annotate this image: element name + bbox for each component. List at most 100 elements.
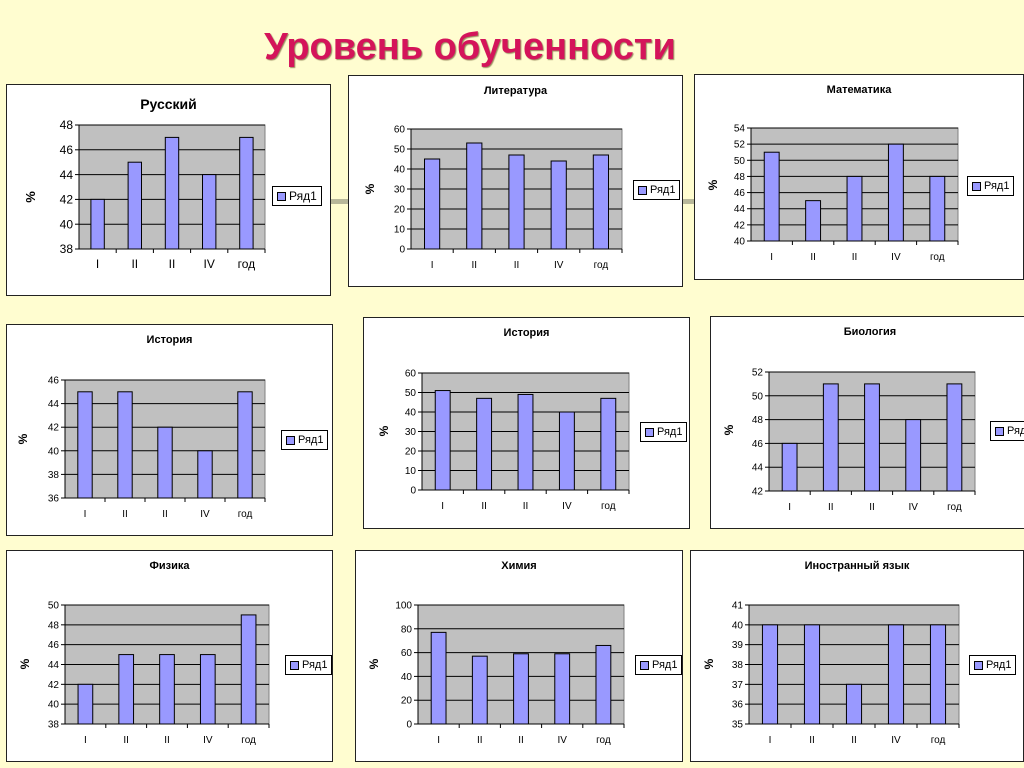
chart-panel-foreign: Иностранный язык 35 36 37 38 39 40 41 I II II IV год… [690, 550, 1024, 762]
y-tick-label: 30 [394, 185, 406, 196]
bar-5 [929, 175, 946, 242]
bar-2 [476, 397, 493, 491]
y-tick-label: 60 [394, 125, 406, 136]
x-tick-label: II [477, 735, 483, 746]
x-tick-label: II [481, 501, 487, 512]
y-axis-label: % [367, 658, 381, 669]
slide-title: Уровень обученности [264, 26, 676, 68]
legend: Ряд1 [969, 655, 1017, 675]
x-tick-label: I [84, 735, 87, 746]
bar-1 [763, 151, 780, 242]
chart-title: История [146, 334, 193, 346]
bar-3 [846, 175, 863, 242]
x-tick-label: I [96, 257, 99, 271]
x-tick-label: год [947, 502, 962, 513]
bar-3 [164, 136, 180, 250]
y-tick-label: 54 [734, 124, 746, 135]
bar-1 [430, 631, 447, 725]
y-tick-label: 40 [401, 672, 413, 683]
y-tick-label: 52 [752, 368, 764, 379]
x-tick-label: II [810, 252, 816, 263]
x-tick-label: IV [562, 501, 572, 512]
bar-2 [118, 654, 135, 725]
x-tick-label: I [770, 252, 773, 263]
y-tick-label: 80 [401, 624, 413, 635]
y-tick-label: 50 [752, 391, 764, 402]
y-tick-label: 48 [752, 415, 764, 426]
y-tick-label: 44 [60, 168, 74, 182]
bar-1 [90, 198, 105, 250]
legend: Ряд1 [272, 186, 322, 206]
x-tick-label: II [162, 509, 168, 520]
y-tick-label: 38 [732, 660, 744, 671]
legend-label: Ряд1 [652, 659, 678, 671]
chart-title: Химия [501, 560, 537, 572]
legend-swatch [277, 192, 286, 202]
chart-panel-history2: История 0 10 20 30 40 50 60 I II II IV год% Ряд1 [363, 317, 690, 529]
y-tick-label: 40 [405, 408, 417, 419]
x-tick-label: IV [204, 257, 215, 271]
y-tick-label: 50 [734, 156, 746, 167]
bar-1 [77, 391, 93, 499]
x-tick-label: II [828, 502, 834, 513]
y-tick-label: 46 [752, 439, 764, 450]
legend-swatch [972, 181, 981, 191]
legend-label: Ряд1 [984, 180, 1010, 192]
legend-label: Ряд1 [1007, 425, 1024, 437]
x-tick-label: I [769, 735, 772, 746]
bar-2 [805, 200, 822, 242]
legend: Ряд1 [633, 180, 681, 200]
bar-2 [803, 624, 821, 725]
legend-swatch [995, 426, 1004, 436]
legend-label: Ряд1 [298, 434, 324, 446]
x-tick-label: год [238, 257, 256, 271]
y-axis-label: % [363, 183, 377, 194]
y-axis-label: % [377, 425, 391, 436]
legend-swatch [638, 185, 647, 195]
x-tick-label: год [596, 735, 611, 746]
chart-panel-history1: История 36 38 40 42 44 46 I II II IV год% Ряд1 [6, 324, 333, 536]
x-tick-label: II [523, 501, 529, 512]
y-tick-label: 44 [752, 463, 764, 474]
legend-label: Ряд1 [302, 659, 328, 671]
y-tick-label: 42 [48, 423, 60, 434]
bar-5 [592, 154, 609, 250]
bar-4 [887, 624, 905, 725]
chart-panel-math: Математика 40 42 44 46 48 50 52 54 I II II IV год% Ряд… [694, 74, 1024, 280]
bar-3 [517, 393, 534, 491]
bar-1 [424, 158, 441, 250]
bar-1 [77, 683, 94, 725]
y-tick-label: 48 [60, 118, 74, 132]
x-tick-label: IV [557, 735, 567, 746]
x-tick-label: I [437, 735, 440, 746]
legend-label: Ряд1 [986, 659, 1012, 671]
x-tick-label: II [472, 260, 478, 271]
bar-4 [199, 654, 216, 725]
y-tick-label: 0 [399, 245, 405, 256]
bar-4 [202, 174, 217, 250]
x-tick-label: I [441, 501, 444, 512]
bar-5 [946, 383, 963, 492]
y-tick-label: 40 [60, 217, 74, 231]
bar-5 [237, 391, 253, 499]
x-tick-label: год [601, 501, 616, 512]
legend-swatch [286, 435, 295, 445]
y-tick-label: 42 [60, 193, 74, 207]
y-axis-label: % [23, 191, 38, 203]
legend-swatch [640, 660, 649, 670]
y-tick-label: 41 [732, 601, 744, 612]
y-axis-label: % [722, 424, 736, 435]
y-tick-label: 46 [48, 640, 60, 651]
bar-2 [117, 391, 133, 499]
y-tick-label: 40 [48, 446, 60, 457]
y-tick-label: 38 [48, 470, 60, 481]
chart-panel-literature: Литература 0 10 20 30 40 50 60 I II II IV год% Ряд1 [348, 75, 683, 287]
bar-3 [508, 154, 525, 250]
x-tick-label: год [931, 735, 946, 746]
bar-4 [558, 411, 575, 491]
bar-1 [434, 390, 451, 491]
y-tick-label: 30 [405, 427, 417, 438]
